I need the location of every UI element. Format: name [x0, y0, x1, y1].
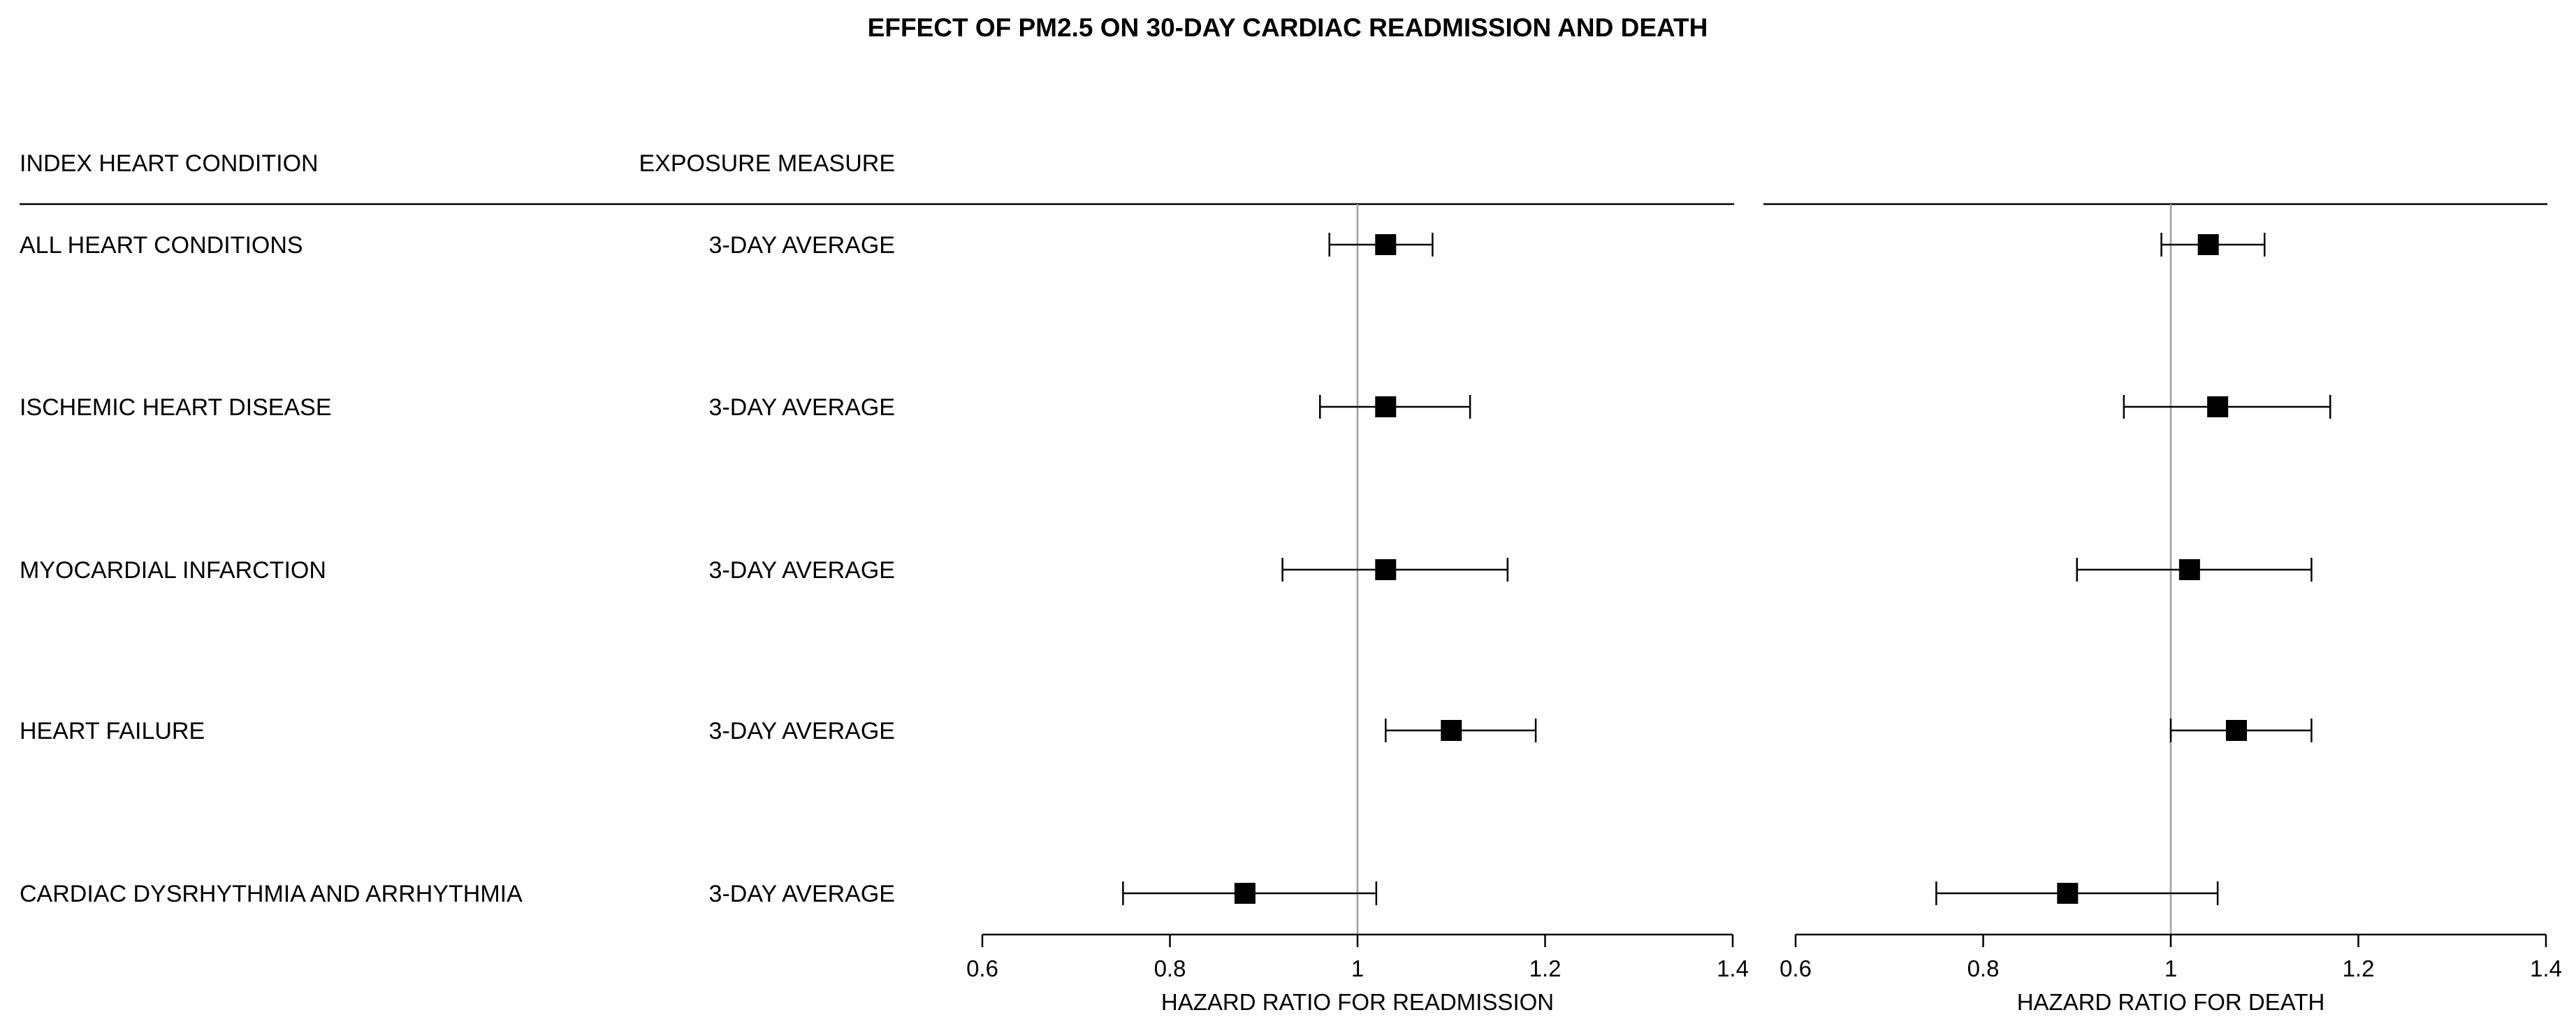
row-exposure-label: 3-DAY AVERAGE [709, 232, 895, 259]
x-tick-label: 1.2 [1529, 956, 1562, 981]
row-exposure-label: 3-DAY AVERAGE [709, 881, 895, 907]
point-estimate-marker [2178, 559, 2200, 580]
row-condition-label: CARDIAC DYSRHYTHMIA AND ARRHYTHMIA [20, 881, 523, 907]
point-estimate-marker [2225, 720, 2247, 741]
point-estimate-marker [1375, 559, 1397, 580]
row-condition-label: ALL HEART CONDITIONS [20, 232, 303, 259]
row-condition-label: HEART FAILURE [20, 718, 205, 744]
panel-death: 0.6 0.8 1 1.2 1.4 HAZARD RATIO FOR DEATH [1763, 203, 2562, 1015]
row-exposure-label: 3-DAY AVERAGE [709, 557, 895, 584]
x-tick-label: 0.8 [1967, 956, 2000, 981]
row-exposure-label: 3-DAY AVERAGE [709, 718, 895, 744]
point-estimate-marker [1234, 883, 1256, 904]
panel-readmission: 0.6 0.8 1 1.2 1.4 HAZARD RATIO FOR READMISSIO… [20, 203, 1749, 1015]
header-index-condition: INDEX HEART CONDITION [20, 150, 319, 177]
point-estimate-marker [1375, 396, 1397, 417]
row-labels: ALL HEART CONDITIONS 3-DAY AVERAGE ISCHEMI… [20, 232, 895, 907]
header-exposure-measure: EXPOSURE MEASURE [639, 150, 895, 177]
row-condition-label: MYOCARDIAL INFARCTION [20, 557, 326, 584]
chart-title: EFFECT OF PM2.5 ON 30-DAY CARDIAC READMI… [868, 13, 1708, 42]
x-tick-label: 1 [2164, 956, 2177, 981]
x-tick-label: 1 [1351, 956, 1364, 981]
point-estimate-marker [1441, 720, 1462, 741]
x-tick-label: 1.4 [1717, 956, 1749, 981]
x-tick-label: 0.6 [1780, 956, 1812, 981]
point-estimate-marker [2197, 234, 2219, 255]
forest-panels: 0.6 0.8 1 1.2 1.4 HAZARD RATIO FOR READMISSIO… [20, 203, 2562, 1015]
x-tick-label: 1.4 [2530, 956, 2562, 981]
row-exposure-label: 3-DAY AVERAGE [709, 394, 895, 421]
point-estimate-marker [1375, 234, 1397, 255]
x-axis-label: HAZARD RATIO FOR DEATH [2017, 989, 2325, 1015]
row-condition-label: ISCHEMIC HEART DISEASE [20, 394, 332, 421]
point-estimate-marker [2057, 883, 2079, 904]
x-tick-label: 0.8 [1154, 956, 1186, 981]
x-tick-label: 0.6 [966, 956, 998, 981]
x-tick-label: 1.2 [2343, 956, 2375, 981]
point-estimate-marker [2207, 396, 2229, 417]
x-axis-label: HAZARD RATIO FOR READMISSION [1161, 989, 1554, 1015]
